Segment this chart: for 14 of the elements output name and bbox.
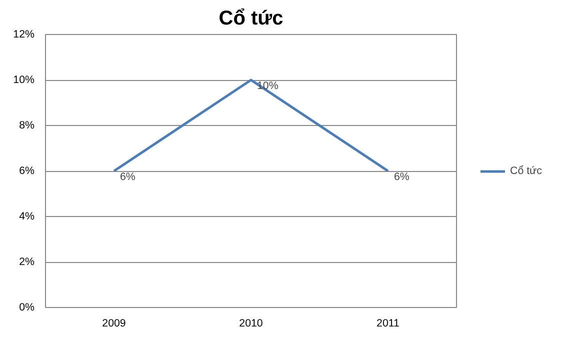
data-label: 6% — [394, 171, 410, 183]
y-tick-label: 0% — [19, 302, 36, 314]
legend-label: Cổ tức — [510, 164, 542, 176]
x-tick-label: 2009 — [102, 318, 126, 330]
y-tick-label: 4% — [19, 210, 36, 222]
y-tick-label: 12% — [13, 28, 36, 40]
y-tick-label: 6% — [19, 165, 36, 177]
y-tick-label: 10% — [13, 74, 36, 86]
y-tick-label: 8% — [19, 120, 36, 132]
chart-title: Cổ tức — [218, 8, 284, 30]
x-tick-label: 2010 — [239, 318, 263, 330]
y-tick-label: 2% — [19, 256, 36, 268]
data-label: 6% — [120, 171, 136, 183]
x-tick-label: 2011 — [376, 318, 400, 330]
